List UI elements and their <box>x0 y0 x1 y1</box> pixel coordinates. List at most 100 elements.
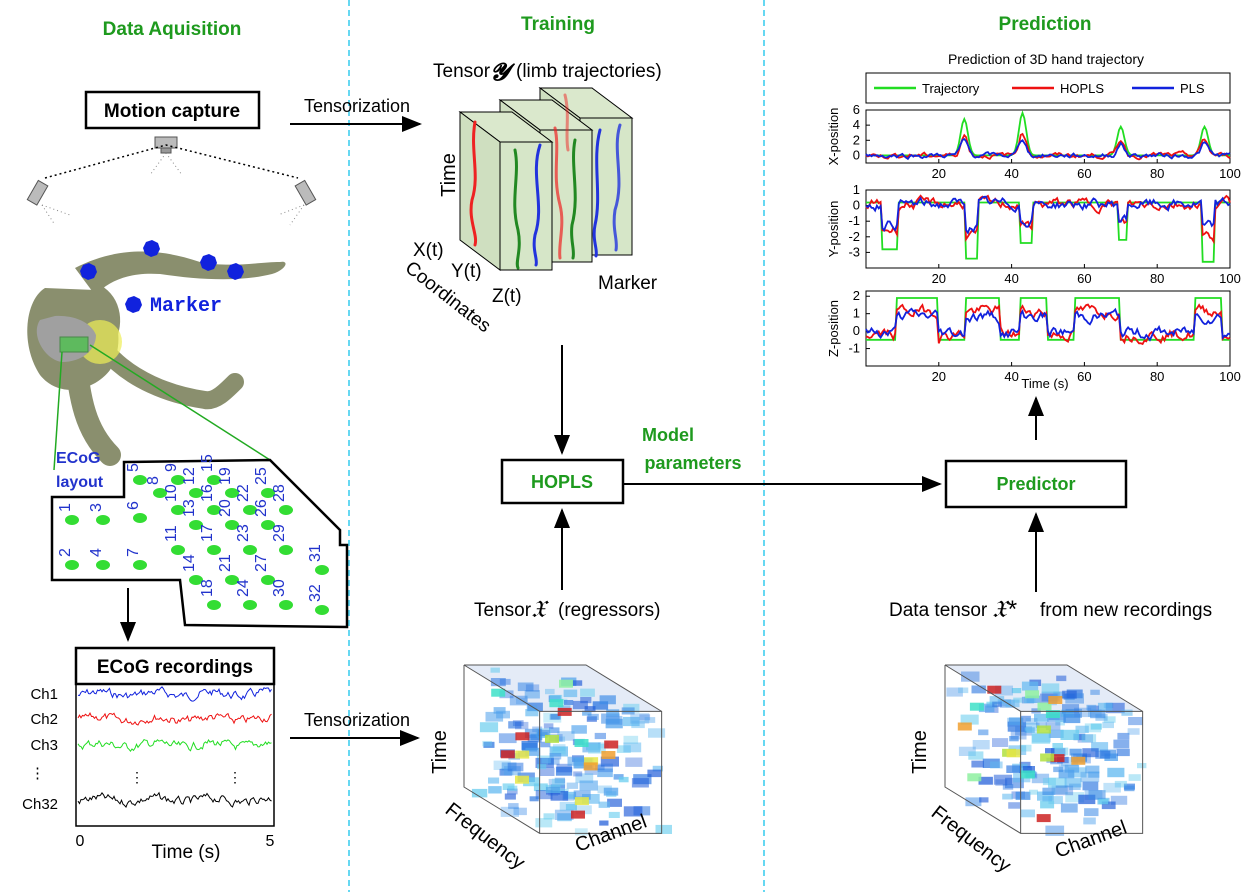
voxel <box>594 732 606 740</box>
voxel <box>1065 792 1085 803</box>
electrode-label: 32 <box>307 584 324 602</box>
voxel <box>967 773 982 782</box>
voxel <box>1045 722 1061 731</box>
voxel <box>496 710 510 719</box>
voxel <box>1091 742 1109 752</box>
voxel <box>601 713 620 724</box>
voxel <box>587 713 599 720</box>
voxel <box>1113 739 1130 749</box>
voxel <box>1055 720 1065 726</box>
electrode-label: 19 <box>217 467 234 485</box>
voxel <box>971 760 984 768</box>
channel-label: Ch2 <box>30 711 58 728</box>
voxel <box>500 750 515 759</box>
voxel <box>521 741 538 750</box>
voxel <box>1084 808 1099 817</box>
marker-icon <box>200 254 217 271</box>
voxel <box>1040 800 1055 809</box>
voxel <box>1058 769 1075 779</box>
motion-capture-box <box>84 90 261 130</box>
voxel <box>1045 710 1060 718</box>
voxel <box>490 678 506 687</box>
ecog-trace <box>77 711 272 726</box>
motion-capture-group: Motion capture <box>26 90 317 226</box>
voxel <box>533 783 548 792</box>
tensor-x-cube <box>463 664 672 836</box>
voxel <box>961 671 980 682</box>
voxel <box>960 714 979 725</box>
voxel <box>545 784 561 793</box>
electrode: 25 <box>253 467 275 498</box>
voxel <box>498 733 517 744</box>
electrode: 19 <box>217 467 239 498</box>
subject-arm-illustration: Marker <box>27 240 286 466</box>
voxel <box>979 797 989 803</box>
ecog-recordings-plot <box>75 683 275 827</box>
electrode-label: 26 <box>253 499 270 517</box>
voxel <box>527 734 542 743</box>
voxel <box>515 721 529 730</box>
voxel <box>1137 763 1147 769</box>
voxel <box>582 794 600 804</box>
voxel <box>515 750 530 759</box>
voxel <box>1110 795 1128 805</box>
voxel <box>500 768 514 776</box>
voxel <box>584 768 598 775</box>
voxel <box>1117 732 1130 740</box>
voxel <box>1073 733 1086 741</box>
ecog-trace <box>77 738 272 753</box>
voxel <box>537 764 547 770</box>
electrode-label: 7 <box>125 548 142 557</box>
model-parameters-label: Model <box>642 425 694 445</box>
voxel <box>508 721 522 729</box>
ecog-recordings-box <box>74 646 276 686</box>
series-line <box>866 297 1230 341</box>
voxel <box>603 787 619 796</box>
electrode-label: 13 <box>181 499 198 517</box>
voxel <box>594 764 605 771</box>
voxel <box>990 761 1003 769</box>
tensor-y-prefix: Tensor <box>433 61 491 82</box>
voxel <box>599 820 609 826</box>
hopls-label: HOPLS <box>531 472 593 492</box>
voxel <box>543 712 562 723</box>
voxel <box>1007 721 1027 732</box>
electrode-label: 28 <box>271 484 288 502</box>
voxel <box>549 727 560 734</box>
voxel <box>1036 814 1051 823</box>
voxel <box>563 791 577 799</box>
voxel <box>582 710 592 716</box>
voxel <box>946 687 963 697</box>
voxel <box>1101 801 1116 810</box>
voxel <box>978 776 993 785</box>
x-tick-label: 60 <box>1077 271 1091 286</box>
electrode: 28 <box>271 484 293 515</box>
voxel <box>1042 777 1056 786</box>
voxel <box>1127 728 1140 735</box>
voxel <box>1025 690 1040 699</box>
marker-axis-label: Marker <box>598 273 658 294</box>
electrode: 27 <box>253 554 275 585</box>
y-tick-label: 1 <box>853 182 860 197</box>
x-tick-label: 40 <box>1004 369 1018 384</box>
voxel <box>1102 721 1114 729</box>
voxel <box>563 689 578 698</box>
voxel <box>573 790 591 800</box>
voxel <box>588 743 606 754</box>
voxel <box>1025 718 1038 725</box>
voxel <box>606 709 620 717</box>
y-tick-label: -2 <box>848 229 860 244</box>
electrode-label: 6 <box>125 501 142 510</box>
voxel <box>965 797 982 807</box>
tensor-y-symbol: 𝓨 <box>490 59 516 86</box>
voxel <box>971 685 986 694</box>
chart-x-label: Time (s) <box>1021 376 1068 391</box>
electrode: 17 <box>199 524 221 555</box>
coord-x-label: X(t) <box>413 240 444 261</box>
voxel <box>1015 791 1031 800</box>
legend-entry: PLS <box>1180 81 1205 96</box>
channel-label: Ch1 <box>30 686 58 703</box>
voxel <box>1029 789 1038 795</box>
electrode-label: 3 <box>88 503 105 512</box>
voxel <box>1042 787 1056 795</box>
